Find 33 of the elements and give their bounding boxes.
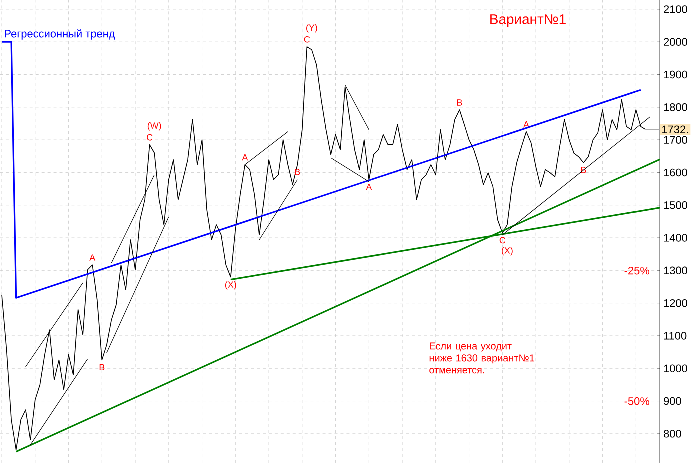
data-label: B <box>100 364 105 370</box>
text: Вариант№1 <box>490 14 566 28</box>
y-tick-label: 800 <box>664 430 682 438</box>
y-tick-label: 1800 <box>664 104 688 112</box>
series-label: Регрессионный тренд <box>5 30 116 40</box>
y-tick-label: 900 <box>664 397 682 406</box>
y-tick-label: 1100 <box>664 332 687 340</box>
y-tick-label: 1200 <box>664 299 688 308</box>
data-label: C <box>304 36 310 43</box>
annotation: Если цена уходит ниже 1630 вариант№1 отменяется. <box>430 342 534 374</box>
y-tick-label: 2100 <box>664 6 688 14</box>
y-tick-label: 1000 <box>664 364 688 372</box>
data-label: C <box>500 237 506 244</box>
data-label: C <box>147 134 153 141</box>
y-tick-label: 1400 <box>664 234 688 242</box>
y-tick-label: 1500 <box>664 201 688 210</box>
annotation: -50% <box>624 398 650 406</box>
y-tick-label: 1700 <box>664 136 688 144</box>
data-label: A <box>366 184 372 190</box>
data-label: B <box>457 100 462 106</box>
y-tick-label: 1300 <box>664 266 688 275</box>
data-label: (X) <box>225 281 236 290</box>
data-label: (Y) <box>306 24 318 33</box>
y-tick-label: 1900 <box>664 70 688 79</box>
data-label: A <box>242 154 248 161</box>
ref-line-label: 1732. <box>662 126 688 134</box>
y-tick-label: 1600 <box>664 168 688 177</box>
data-label: (X) <box>502 247 513 256</box>
data-label: A <box>90 254 96 261</box>
data-label: A <box>524 122 530 128</box>
annotation: -25% <box>624 266 650 275</box>
y-tick-label: 2000 <box>664 38 688 46</box>
data-label: (W) <box>148 122 162 131</box>
